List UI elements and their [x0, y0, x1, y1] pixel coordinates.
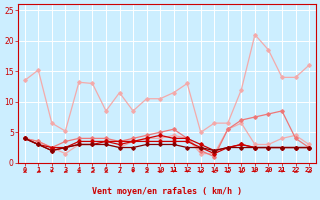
X-axis label: Vent moyen/en rafales ( km/h ): Vent moyen/en rafales ( km/h ) — [92, 187, 242, 196]
